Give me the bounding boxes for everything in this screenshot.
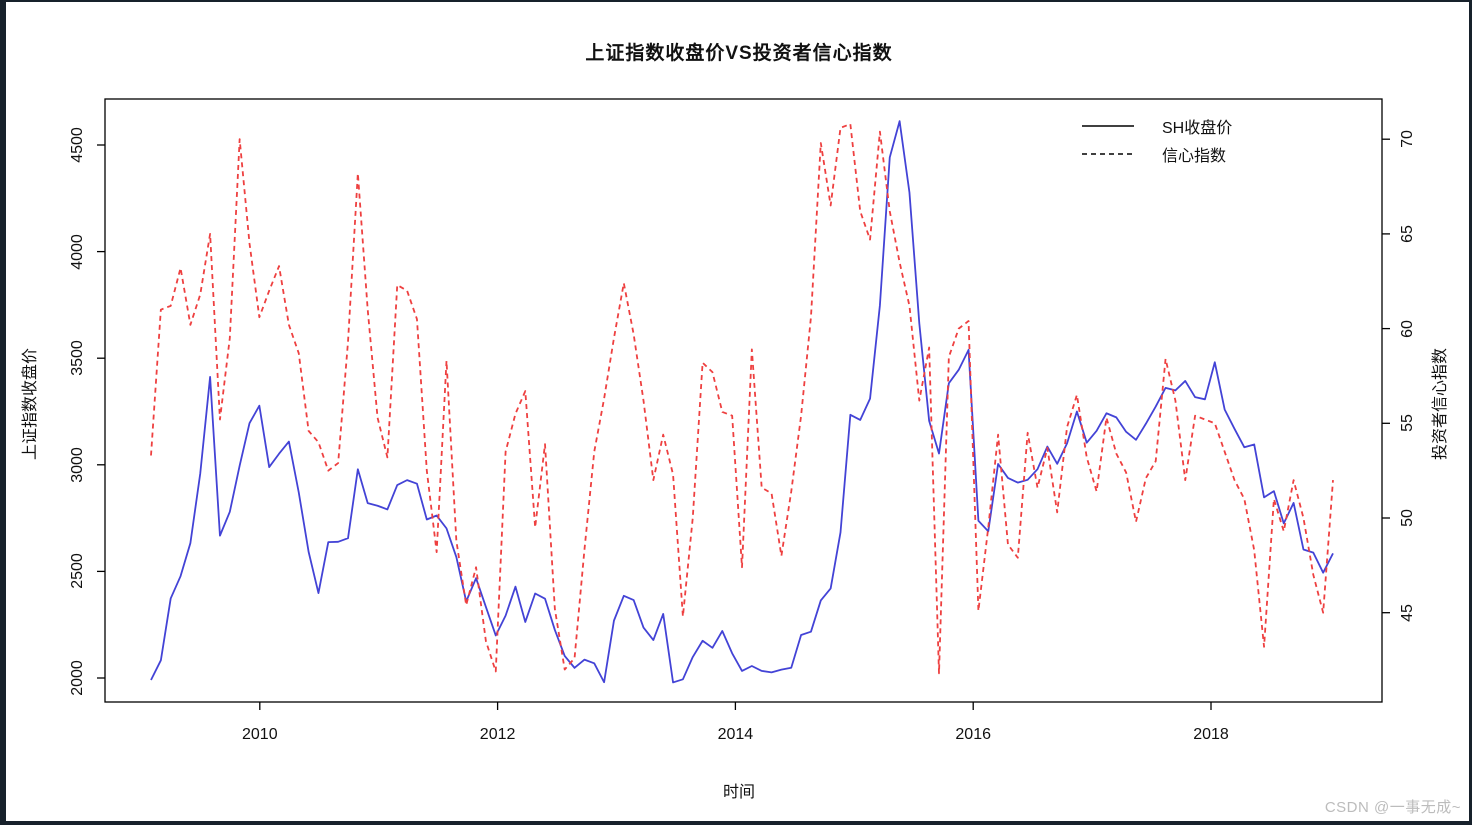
legend-label-confidence: 信心指数	[1162, 148, 1227, 165]
y-left-tick-label: 2500	[69, 553, 86, 590]
plot-border	[104, 98, 1383, 703]
confidence-index-line	[150, 123, 1334, 675]
y-axis-title-right: 投资者信心指数	[1431, 347, 1449, 461]
solid-line-icon	[1082, 125, 1134, 127]
legend: SH收盘价 信心指数	[1082, 112, 1312, 168]
legend-item-sh-close: SH收盘价	[1082, 112, 1312, 140]
x-tick-label: 2014	[717, 726, 754, 743]
legend-label-sh-close: SH收盘价	[1162, 120, 1233, 137]
y-right-tick-label: 70	[1399, 130, 1416, 149]
y-left-tick-label: 4000	[69, 233, 86, 270]
y-right-tick-label: 55	[1399, 414, 1416, 433]
x-tick-label: 2018	[1193, 726, 1229, 743]
y-right-tick-label: 60	[1399, 319, 1416, 338]
x-tick-label: 2012	[479, 726, 516, 743]
y-left-tick-label: 4500	[69, 127, 86, 163]
y-left-tick-label: 3500	[69, 340, 86, 376]
y-axis-title-left: 上证指数收盘价	[21, 347, 39, 461]
dashed-line-icon	[1082, 153, 1134, 155]
sh-close-line	[150, 120, 1334, 684]
x-tick-label: 2016	[955, 726, 991, 743]
y-left-tick-label: 3000	[69, 447, 86, 483]
watermark-text: CSDN @一事无成~	[1324, 799, 1461, 816]
legend-item-confidence: 信心指数	[1082, 140, 1312, 168]
line-chart	[97, 98, 1390, 710]
y-right-tick-label: 50	[1399, 509, 1416, 527]
y-right-tick-label: 45	[1399, 603, 1416, 622]
x-tick-label: 2010	[242, 726, 278, 743]
y-right-tick-label: 65	[1399, 224, 1416, 243]
x-axis-title: 时间	[722, 784, 755, 801]
chart-title: 上证指数收盘价VS投资者信心指数	[585, 43, 893, 64]
y-left-tick-label: 2000	[69, 660, 86, 696]
